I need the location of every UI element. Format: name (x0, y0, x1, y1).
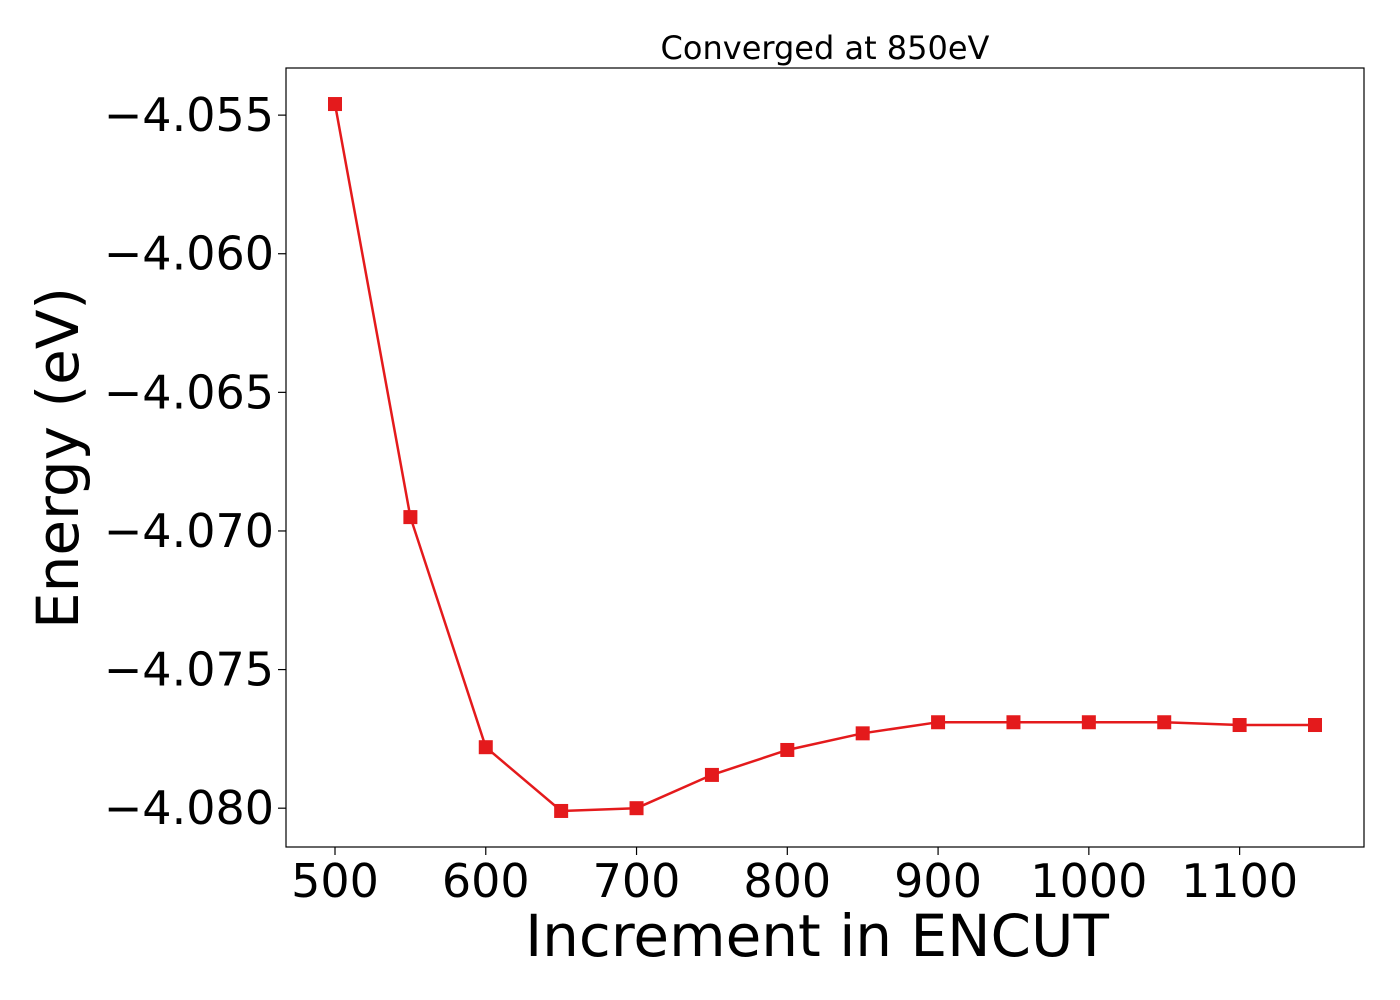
y-tick-label: −4.075 (104, 643, 274, 697)
data-point-marker (629, 801, 644, 816)
x-axis-label: Increment in ENCUT (525, 902, 1109, 970)
data-point-marker (1308, 718, 1322, 733)
x-tick-label: 800 (743, 854, 831, 908)
y-tick-label: −4.055 (104, 88, 274, 142)
y-tick-label: −4.080 (104, 781, 274, 835)
data-point-marker (403, 510, 418, 525)
x-tick-label: 500 (291, 854, 379, 908)
y-tick-label: −4.060 (104, 227, 274, 281)
x-tick-label: 1000 (1030, 854, 1147, 908)
data-point-marker (1081, 715, 1096, 730)
energy-series-line (333, 103, 1315, 813)
y-tick-label: −4.065 (104, 365, 274, 419)
data-point-marker (328, 97, 342, 112)
data-point-marker (704, 767, 719, 782)
x-tick-label: 700 (593, 854, 681, 908)
data-point-marker (780, 742, 795, 757)
data-point-marker (1006, 715, 1021, 730)
data-point-marker (478, 740, 493, 755)
x-axis-ticks: 500 600 700 800 900 1000 1100 (291, 847, 1298, 908)
x-tick-label: 1100 (1181, 854, 1298, 908)
data-point-marker (1232, 718, 1247, 733)
x-tick-label: 900 (894, 854, 982, 908)
y-tick-label: −4.070 (104, 504, 274, 558)
data-point-marker (554, 803, 569, 818)
data-point-marker (1157, 715, 1172, 730)
plot-area-frame (285, 67, 1365, 848)
y-axis-ticks: −4.055 −4.060 −4.065 −4.070 −4.075 −4.080 (104, 88, 286, 835)
energy-series-markers (328, 97, 1322, 818)
data-point-marker (931, 715, 946, 730)
y-axis-label: Energy (eV) (24, 287, 92, 629)
chart-title: Converged at 850eV (661, 29, 990, 67)
x-tick-label: 600 (442, 854, 530, 908)
data-point-marker (855, 726, 870, 741)
